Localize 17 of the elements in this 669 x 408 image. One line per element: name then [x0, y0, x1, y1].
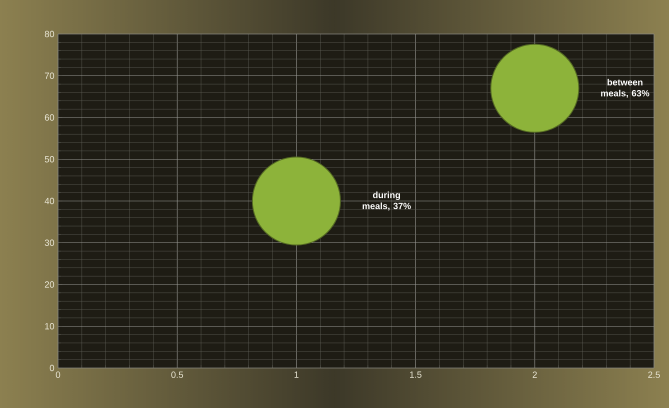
y-tick-label: 60: [44, 114, 54, 121]
x-tick-label: 2.5: [648, 372, 660, 378]
x-tick-label: 2: [532, 372, 537, 378]
y-tick-label: 70: [44, 72, 54, 79]
y-tick-label: 40: [44, 198, 54, 204]
x-tick-label: 1: [294, 372, 298, 378]
x-tick-label: 0.5: [171, 372, 184, 378]
annotation: between meals, 63%: [601, 78, 650, 98]
annotation: during meals, 37%: [362, 192, 411, 210]
y-tick-label: 50: [44, 156, 54, 162]
y-tick-label: 10: [45, 323, 54, 330]
y-tick-label: 20: [44, 281, 54, 288]
x-tick-label: 0: [56, 372, 60, 378]
y-tick-label: 0: [50, 364, 54, 372]
y-tick-label: 80: [44, 30, 54, 38]
y-tick-label: 30: [44, 240, 54, 246]
x-tick-label: 1.5: [410, 372, 422, 378]
